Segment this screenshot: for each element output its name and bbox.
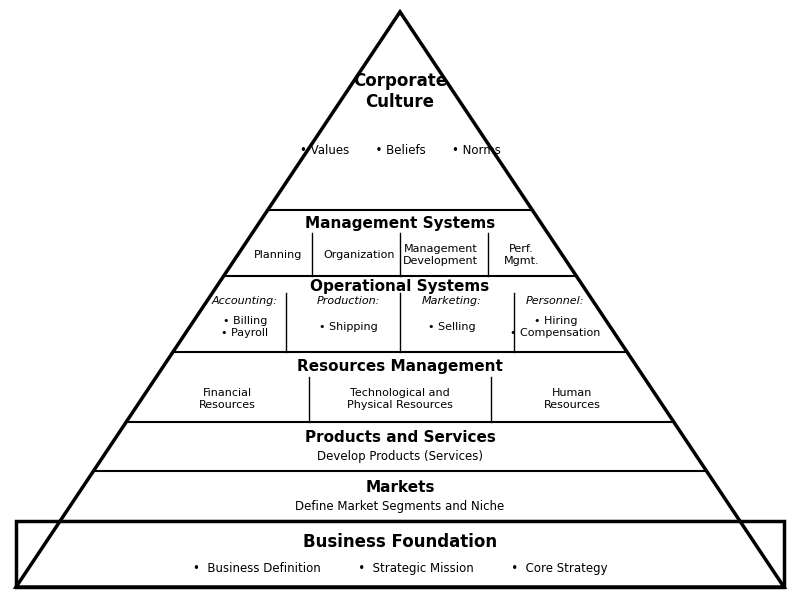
Text: Marketing:: Marketing:	[422, 296, 482, 305]
Text: Production:: Production:	[317, 296, 380, 305]
Text: Define Market Segments and Niche: Define Market Segments and Niche	[295, 499, 505, 512]
Text: Human
Resources: Human Resources	[544, 388, 601, 410]
Text: • Hiring
• Compensation: • Hiring • Compensation	[510, 317, 601, 338]
Text: Resources Management: Resources Management	[297, 359, 503, 374]
Text: Financial
Resources: Financial Resources	[199, 388, 256, 410]
Text: •  Business Definition          •  Strategic Mission          •  Core Strategy: • Business Definition • Strategic Missio…	[193, 562, 607, 575]
Text: Develop Products (Services): Develop Products (Services)	[317, 450, 483, 463]
Text: Management
Development: Management Development	[403, 244, 478, 266]
Text: Organization: Organization	[324, 250, 395, 260]
Text: Products and Services: Products and Services	[305, 430, 495, 445]
Text: Corporate
Culture: Corporate Culture	[353, 72, 447, 111]
Text: • Billing
• Payroll: • Billing • Payroll	[221, 317, 268, 338]
Text: Planning: Planning	[254, 250, 302, 260]
Text: • Selling: • Selling	[428, 322, 475, 332]
Text: Perf.
Mgmt.: Perf. Mgmt.	[504, 244, 539, 266]
Text: Accounting:: Accounting:	[212, 296, 278, 305]
Text: Personnel:: Personnel:	[526, 296, 585, 305]
Text: Technological and
Physical Resources: Technological and Physical Resources	[347, 388, 453, 410]
FancyBboxPatch shape	[16, 521, 784, 587]
Text: Management Systems: Management Systems	[305, 216, 495, 231]
Text: • Values       • Beliefs       • Norms: • Values • Beliefs • Norms	[299, 144, 501, 157]
Text: Operational Systems: Operational Systems	[310, 279, 490, 295]
Text: Business Foundation: Business Foundation	[303, 533, 497, 551]
Text: • Shipping: • Shipping	[319, 322, 378, 332]
Text: Markets: Markets	[366, 480, 434, 495]
